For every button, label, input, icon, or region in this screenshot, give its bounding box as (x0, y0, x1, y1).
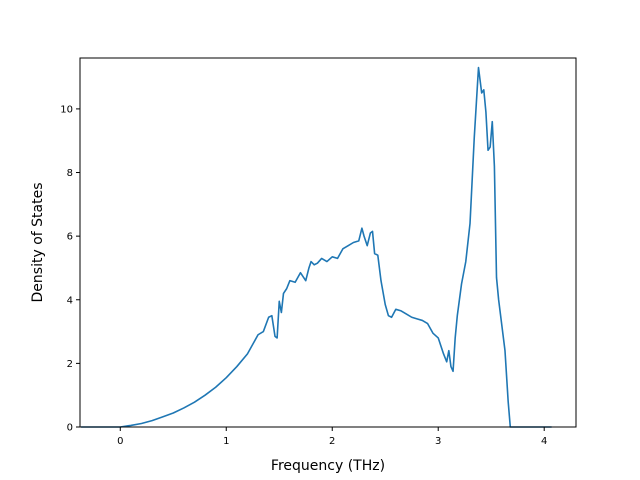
x-tick-label: 4 (541, 436, 547, 447)
axes-frame (79, 57, 577, 428)
x-tick-label: 1 (223, 436, 229, 447)
y-tick-label: 8 (67, 168, 73, 179)
y-axis-ticks: 0 2 4 6 8 10 (60, 104, 80, 434)
y-tick-label: 0 (67, 423, 73, 434)
y-tick-label: 6 (67, 232, 73, 243)
plot-background (80, 58, 576, 427)
y-tick-label: 2 (67, 359, 73, 370)
plot-content (81, 66, 552, 428)
y-axis-label: Density of States (30, 183, 46, 303)
x-tick-label: 0 (117, 436, 123, 447)
x-axis-label: Frequency (THz) (271, 458, 385, 474)
x-axis-ticks: 0 1 2 3 4 (117, 427, 547, 447)
x-tick-label: 2 (329, 436, 335, 447)
dos-series-line-0 (81, 66, 552, 428)
x-tick-label: 3 (435, 436, 441, 447)
y-tick-label: 10 (60, 104, 73, 115)
y-tick-label: 4 (67, 295, 73, 306)
